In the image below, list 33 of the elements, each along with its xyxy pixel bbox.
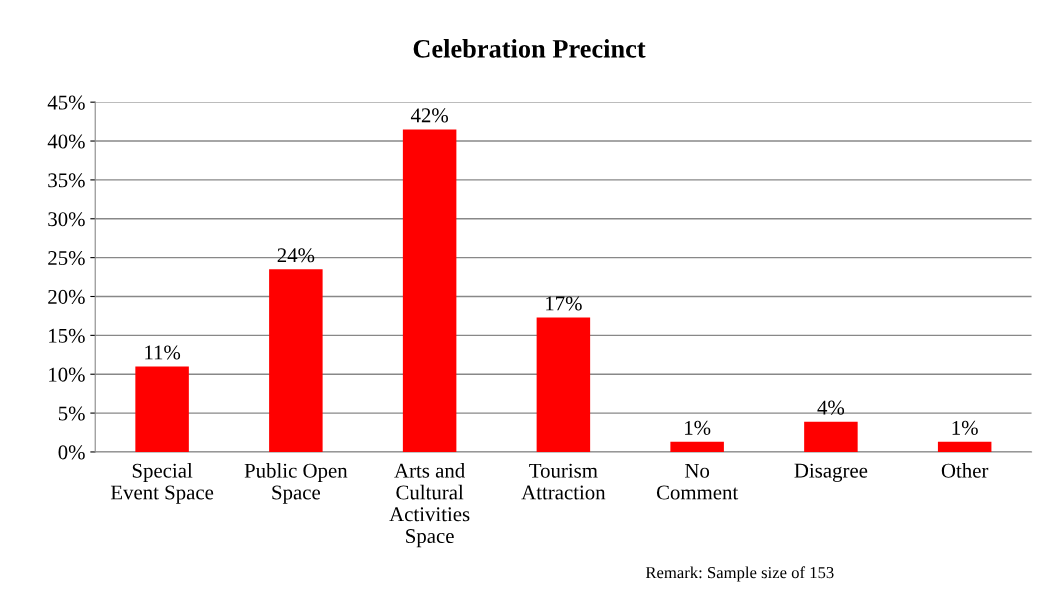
y-tick-label: 15% <box>49 328 85 343</box>
y-tick-label: 0% <box>58 445 85 460</box>
x-tick-label: Other <box>941 463 989 478</box>
y-tick-label: 30% <box>48 212 85 227</box>
x-tick-label: Arts and Cultural Activities Space <box>389 463 470 548</box>
x-tick-label: No Comment <box>656 463 739 500</box>
data-label: 17% <box>546 296 582 311</box>
bar <box>135 366 189 452</box>
x-tick-label: Tourism Attraction <box>521 463 606 500</box>
bar <box>670 441 724 452</box>
bar <box>937 441 992 452</box>
x-tick-label: Disagree <box>794 463 868 482</box>
y-tick-label: 25% <box>48 251 85 266</box>
x-tick-label: Special Event Space <box>110 463 214 504</box>
bar <box>536 317 591 452</box>
data-label: 1% <box>685 420 711 435</box>
y-tick-label: 45% <box>47 95 85 110</box>
bar <box>402 129 457 452</box>
y-tick-label: 10% <box>49 367 85 382</box>
data-label: 1% <box>952 420 978 435</box>
data-label: 11% <box>145 345 181 360</box>
data-label: 42% <box>410 108 449 123</box>
bar <box>804 421 858 452</box>
y-tick-label: 35% <box>48 173 85 188</box>
bar <box>269 269 323 452</box>
data-label: 24% <box>277 248 315 263</box>
data-label: 4% <box>817 400 845 415</box>
y-tick-label: 40% <box>47 134 85 149</box>
chart-title: Celebration Precinct <box>413 39 646 58</box>
x-tick-label: Public Open Space <box>244 463 348 504</box>
text: Remark: Sample size of 153 <box>645 566 834 582</box>
y-tick-label: 5% <box>58 406 85 421</box>
y-tick-label: 20% <box>48 289 85 304</box>
